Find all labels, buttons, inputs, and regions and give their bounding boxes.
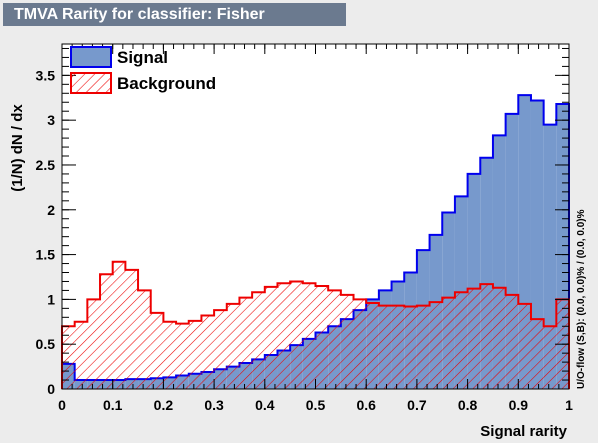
x-tick-label: 0.7 [407,397,427,413]
overflow-label: U/O-flow (S,B): (0.0, 0.0)% / (0.0, 0.0)… [576,209,587,389]
background-bin [467,288,481,389]
y-tick-label: 0.5 [36,336,56,352]
chart-title: TMVA Rarity for classifier: Fisher [3,3,346,26]
y-tick-label: 1.5 [36,247,56,263]
background-bin [543,326,557,389]
background-bin [302,283,316,389]
x-tick-label: 0.6 [356,397,376,413]
background-bin [454,292,468,389]
background-bin [518,303,531,389]
background-bin [100,274,113,389]
background-bin [252,292,265,389]
legend-signal-label: Signal [117,48,168,67]
background-series [61,260,570,389]
background-bin [188,320,202,389]
background-bin [138,290,151,389]
background-bin [112,261,126,389]
signal-bin [530,100,544,390]
y-tick-label: 1 [47,291,55,307]
background-bin [505,294,519,389]
background-bin [328,290,341,389]
background-bin [125,269,139,389]
x-tick-label: 0.9 [509,397,529,413]
background-bin [391,305,405,389]
background-bin [492,287,506,389]
background-bin [62,326,75,389]
background-bin [264,286,278,389]
background-bin [87,299,101,389]
x-tick-label: 0.3 [204,397,224,413]
background-bin [353,299,367,389]
legend-background-swatch [70,72,112,94]
y-axis-label: (1/N) dN / dx [9,104,26,192]
y-tick-label: 2.5 [36,157,56,173]
background-bin [290,281,303,389]
y-tick-label: 3.5 [36,67,56,83]
x-tick-label: 1 [565,397,573,413]
legend-background-label: Background [117,74,216,93]
background-bin [404,306,417,389]
x-tick-label: 0.1 [103,397,123,413]
background-bin [315,285,329,389]
background-bin [163,321,177,389]
background-bin [378,305,392,389]
background-bin [366,302,379,389]
background-bin [239,297,253,389]
background-bin [530,319,544,389]
x-tick-label: 0.8 [458,397,478,413]
y-tick-label: 0 [47,381,55,397]
background-bin [480,284,493,389]
y-tick-label: 2 [47,202,55,218]
x-axis-label: Signal rarity [480,423,567,440]
background-bin [201,315,215,389]
background-bin [416,305,430,389]
x-tick-label: 0.2 [154,397,174,413]
x-tick-label: 0.4 [255,397,275,413]
background-bin [442,297,455,389]
legend-signal-swatch [70,46,112,68]
background-bin [176,323,189,389]
background-bin [277,283,291,389]
background-outline [61,260,570,389]
signal-bin [543,124,557,389]
background-bin [150,312,164,389]
background-bin [340,294,354,389]
background-bin [429,302,443,389]
background-bin [226,303,240,389]
y-tick-label: 3 [47,112,55,128]
background-bin [214,310,227,389]
x-tick-label: 0.5 [306,397,326,413]
x-tick-label: 0 [58,397,66,413]
legend: Signal Background [70,46,216,94]
background-bin [74,321,88,389]
